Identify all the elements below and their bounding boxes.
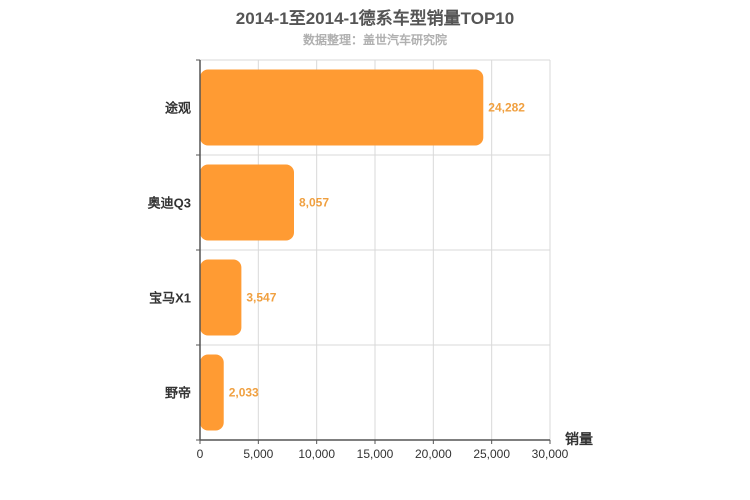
- bar-2: [200, 164, 294, 241]
- x-tick-label: 20,000: [415, 447, 452, 461]
- x-tick-label: 5,000: [243, 447, 273, 461]
- bar-value-label: 2,033: [229, 386, 259, 400]
- category-label: 奥迪Q3: [148, 196, 191, 211]
- bar-value-label: 8,057: [299, 196, 329, 210]
- chart-subtitle: 数据整理：盖世汽车研究院: [302, 33, 447, 47]
- x-axis-label: 销量: [565, 431, 593, 447]
- x-tick-label: 0: [197, 447, 204, 461]
- category-label: 野帝: [165, 386, 191, 401]
- x-tick-label: 30,000: [532, 447, 569, 461]
- x-tick-label: 10,000: [298, 447, 335, 461]
- x-tick-label: 25,000: [473, 447, 510, 461]
- bar-1: [200, 69, 484, 146]
- bar-3: [200, 259, 242, 336]
- bar-value-label: 3,547: [246, 291, 276, 305]
- category-label: 宝马X1: [149, 291, 191, 306]
- x-tick-label: 15,000: [357, 447, 394, 461]
- bar-4: [200, 354, 224, 431]
- category-label: 途观: [165, 101, 191, 116]
- bar-value-label: 24,282: [488, 101, 525, 115]
- chart-title: 2014-1至2014-1德系车型销量TOP10: [235, 9, 515, 28]
